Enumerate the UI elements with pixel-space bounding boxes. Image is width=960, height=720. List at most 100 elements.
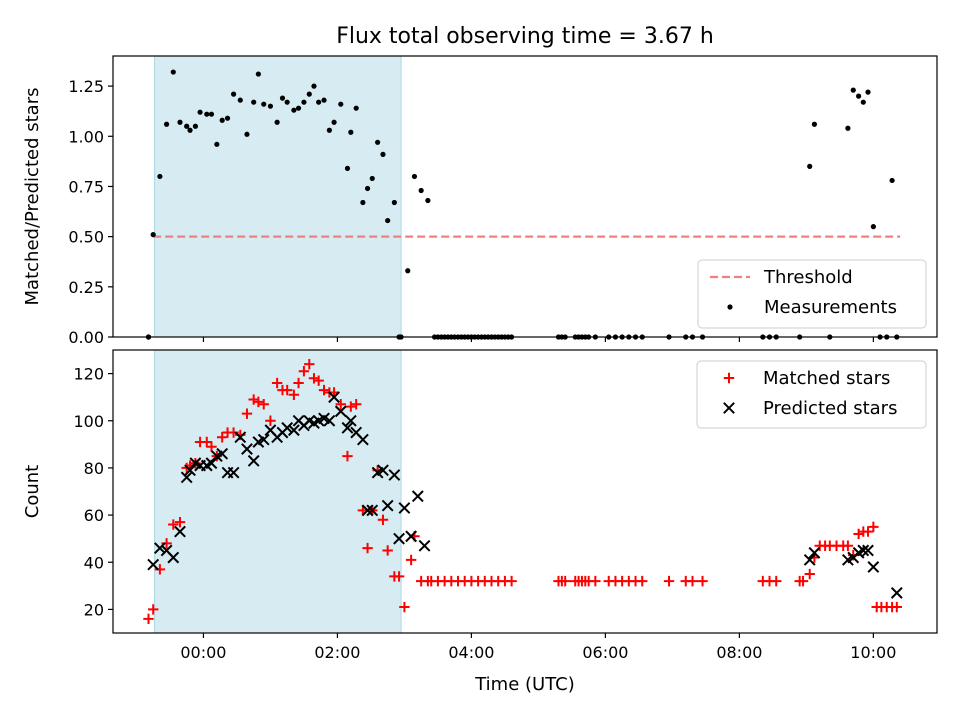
measurements-point	[306, 91, 312, 97]
legend-label: Predicted stars	[763, 398, 897, 419]
matched-stars-point	[201, 436, 212, 448]
measurements-point	[237, 97, 243, 103]
x-tick-label: 00:00	[180, 643, 226, 662]
measurements-point	[291, 107, 297, 113]
y-tick-label: 60	[84, 506, 104, 525]
matched-stars-point	[161, 538, 172, 549]
measurements-point	[224, 115, 231, 121]
matched-stars-point	[154, 564, 166, 575]
matched-stars-point	[853, 528, 864, 540]
matched-stars-point	[174, 516, 186, 528]
x-tick-label: 08:00	[716, 643, 762, 662]
axes-frame	[112, 55, 938, 338]
predicted-stars-point	[366, 504, 379, 517]
measurements-point	[360, 199, 366, 206]
predicted-stars-point	[356, 433, 369, 446]
matched-stars-point	[797, 575, 809, 587]
measurements-point	[295, 105, 302, 111]
legend-marker-swatch	[723, 372, 735, 384]
measurements-point	[274, 119, 280, 125]
matched-stars-point	[216, 432, 228, 443]
legend-marker-swatch	[723, 402, 735, 414]
matched-stars-point	[804, 568, 815, 580]
predicted-stars-point	[388, 469, 401, 481]
matched-stars-point	[506, 575, 517, 587]
measurements-point	[845, 125, 851, 131]
y-tick-label: 0.75	[68, 177, 104, 196]
measurements-point	[230, 91, 237, 97]
measurements-point	[261, 101, 267, 107]
predicted-stars-point	[411, 490, 424, 503]
measurements-point	[850, 87, 856, 93]
measurements-point	[391, 199, 397, 206]
measurements-point	[204, 111, 210, 117]
measurements-point	[338, 101, 344, 107]
measurements-point	[418, 187, 424, 194]
predicted-stars-point	[247, 454, 260, 467]
predicted-stars-point	[341, 421, 354, 434]
measurements-point	[267, 103, 274, 109]
measurements-point	[331, 119, 337, 125]
x-tick-label: 04:00	[448, 643, 494, 662]
predicted-stars-point	[334, 405, 347, 418]
count-legend: Matched stars Predicted stars	[696, 360, 927, 429]
matched-stars-point	[663, 575, 675, 587]
measurements-point	[326, 127, 332, 133]
matched-stars-point	[697, 575, 708, 587]
measurements-point	[344, 165, 351, 171]
x-tick-label: 02:00	[314, 643, 360, 662]
y-tick-label: 120	[73, 365, 104, 384]
matched-stars-point	[271, 377, 283, 389]
x-tick-label: 10:00	[850, 643, 896, 662]
matched-stars-point	[382, 545, 393, 556]
measurements-point	[197, 109, 203, 115]
matched-stars-point	[241, 408, 253, 419]
measurements-point	[301, 99, 307, 105]
matched-stars-point	[308, 373, 320, 384]
matched-stars-point	[362, 542, 373, 554]
measurements-point	[244, 131, 250, 137]
predicted-stars-point	[205, 457, 218, 470]
matched-stars-point	[891, 601, 903, 613]
predicted-stars-point	[227, 466, 240, 479]
measurements-point	[375, 139, 381, 145]
measurements-point	[889, 177, 895, 184]
matched-stars-point	[637, 575, 648, 587]
predicted-stars-point	[393, 532, 405, 545]
matched-stars-point	[350, 399, 362, 410]
matched-stars-point	[842, 540, 854, 551]
matched-stars-point	[862, 526, 874, 537]
matched-stars-point	[228, 427, 239, 438]
legend-label: Matched stars	[763, 368, 890, 389]
measurements-point	[807, 163, 813, 169]
measurements-point	[184, 123, 190, 129]
matched-stars-point	[313, 375, 324, 386]
measurements-point	[192, 123, 198, 129]
predicted-stars-point	[257, 433, 270, 446]
predicted-stars-point	[398, 502, 411, 514]
matched-stars-point	[258, 399, 269, 410]
matched-stars-point	[559, 575, 571, 587]
measurements-point	[425, 197, 431, 204]
x-tick-label: 06:00	[582, 643, 628, 662]
predicted-stars-point	[890, 587, 903, 599]
predicted-stars-point	[344, 414, 357, 427]
observing-interval-span	[154, 349, 402, 634]
predicted-stars-point	[241, 443, 253, 455]
predicted-stars-point	[867, 561, 880, 573]
y-tick-label: 20	[84, 600, 104, 619]
matched-stars-point	[288, 389, 300, 401]
predicted-stars-point	[287, 424, 300, 437]
predicted-stars-point	[234, 431, 247, 444]
matched-stars-point	[687, 575, 698, 587]
measurements-point	[405, 268, 411, 274]
predicted-stars-point	[405, 530, 418, 543]
y-tick-label: 0.50	[68, 228, 104, 247]
predicted-stars-point	[418, 539, 431, 552]
predicted-stars-point	[328, 391, 340, 404]
y-tick-label: 0.00	[68, 328, 104, 347]
predicted-stars-point	[803, 553, 816, 566]
measurements-point	[163, 121, 170, 127]
predicted-stars-point	[174, 525, 186, 538]
measurements-point	[316, 99, 322, 105]
